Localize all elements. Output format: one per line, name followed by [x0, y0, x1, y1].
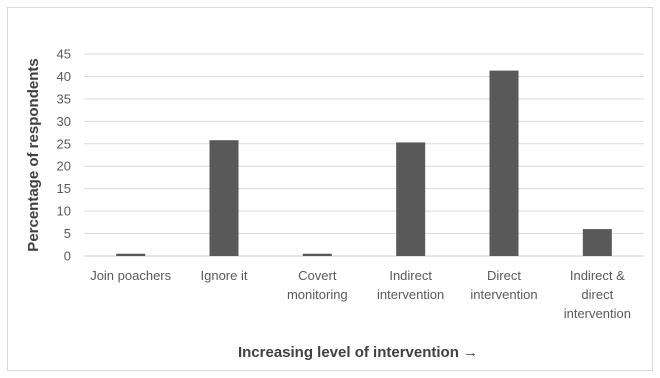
x-category-label: Covert monitoring — [287, 268, 348, 302]
x-axis-categories: Join poachers Ignore it Covert monitoring In… — [90, 268, 631, 321]
x-category-label: Direct intervention — [470, 268, 537, 302]
x-category-label-line: Join poachers — [90, 268, 171, 283]
y-tick-label: 15 — [57, 181, 71, 196]
bar — [582, 229, 612, 256]
bar — [396, 142, 426, 256]
y-tick-label: 30 — [57, 114, 71, 129]
x-category-label-line: monitoring — [287, 287, 348, 302]
y-tick-label: 45 — [57, 47, 71, 62]
y-tick-label: 0 — [64, 249, 71, 264]
x-category-label-line: Indirect — [389, 268, 432, 283]
y-tick-label: 40 — [57, 69, 71, 84]
x-category-label-line: intervention — [470, 287, 537, 302]
x-category-label: Ignore it — [201, 268, 248, 283]
y-axis-ticks: 0 5 10 15 20 25 30 35 40 45 — [57, 47, 71, 264]
bars — [116, 70, 612, 256]
x-category-label-line: intervention — [564, 306, 631, 321]
x-category-label-line: Direct — [487, 268, 521, 283]
y-tick-label: 10 — [57, 204, 71, 219]
x-category-label-line: direct — [581, 287, 613, 302]
y-tick-label: 25 — [57, 136, 71, 151]
y-tick-label: 5 — [64, 226, 71, 241]
bar — [302, 253, 332, 256]
x-category-label: Join poachers — [90, 268, 171, 283]
bar — [489, 70, 519, 256]
x-category-label: Indirect intervention — [377, 268, 444, 302]
bar — [209, 140, 239, 256]
x-axis-title: Increasing level of intervention → — [238, 344, 478, 361]
x-category-label-line: Covert — [298, 268, 337, 283]
bar — [116, 253, 146, 256]
x-category-label: Indirect & direct intervention — [564, 268, 631, 321]
y-tick-label: 20 — [57, 159, 71, 174]
x-category-label-line: intervention — [377, 287, 444, 302]
x-category-label-line: Indirect & — [570, 268, 625, 283]
y-tick-label: 35 — [57, 91, 71, 106]
x-category-label-line: Ignore it — [201, 268, 248, 283]
gridlines — [84, 53, 644, 257]
y-axis-title: Percentage of respondents — [25, 58, 42, 251]
